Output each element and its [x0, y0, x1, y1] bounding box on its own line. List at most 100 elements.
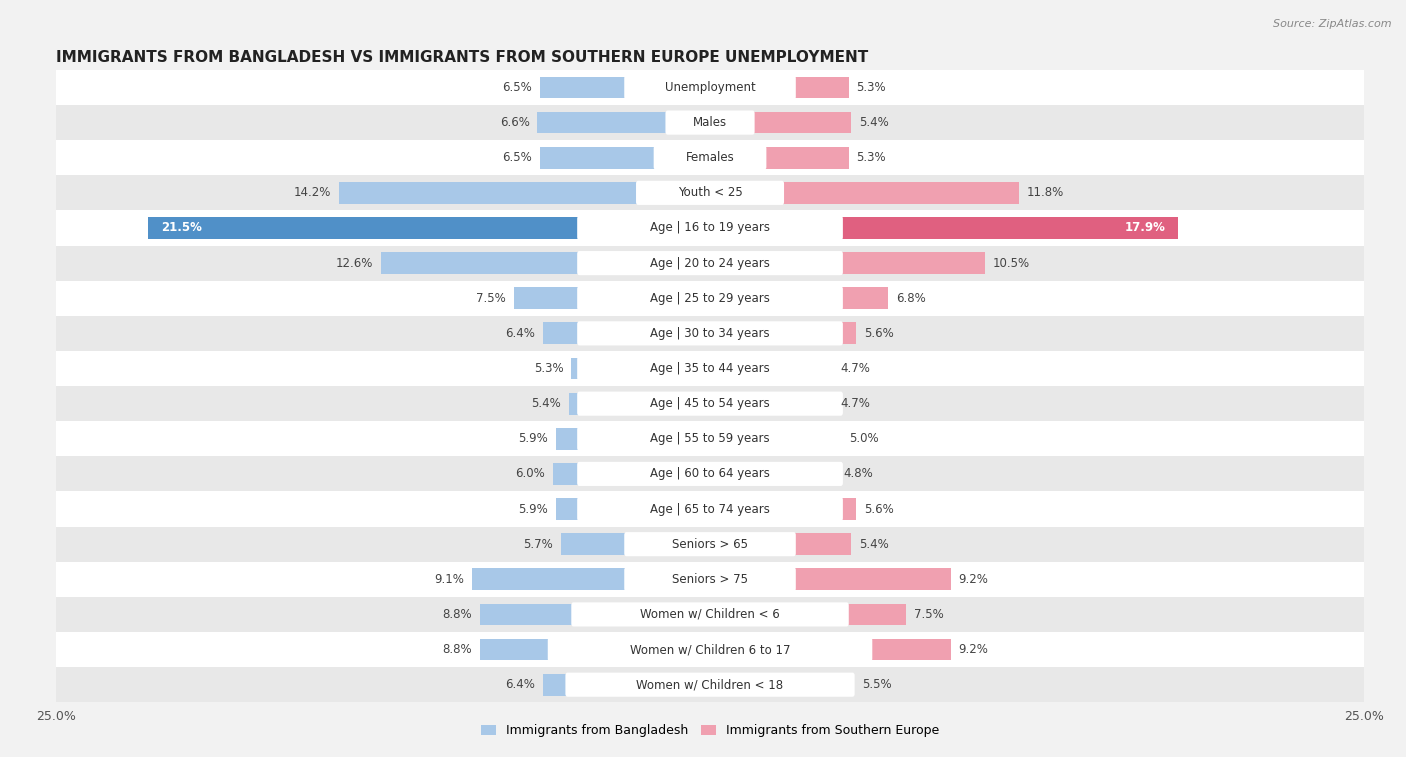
Text: Age | 25 to 29 years: Age | 25 to 29 years: [650, 291, 770, 305]
Bar: [571, 357, 710, 379]
Bar: [710, 182, 1018, 204]
Text: 5.9%: 5.9%: [519, 432, 548, 445]
Text: 5.9%: 5.9%: [519, 503, 548, 516]
Bar: [56, 527, 1364, 562]
Bar: [537, 112, 710, 133]
Bar: [56, 245, 1364, 281]
FancyBboxPatch shape: [548, 637, 872, 662]
Text: 4.8%: 4.8%: [844, 467, 873, 481]
Text: 6.6%: 6.6%: [499, 116, 530, 129]
Bar: [56, 562, 1364, 597]
Text: 8.8%: 8.8%: [443, 608, 472, 621]
FancyBboxPatch shape: [624, 567, 796, 591]
Text: 6.4%: 6.4%: [505, 327, 534, 340]
Text: 9.2%: 9.2%: [959, 643, 988, 656]
Text: 4.7%: 4.7%: [841, 362, 870, 375]
FancyBboxPatch shape: [624, 532, 796, 556]
Bar: [710, 569, 950, 590]
Bar: [710, 217, 1178, 239]
Bar: [56, 386, 1364, 421]
Text: 5.3%: 5.3%: [856, 151, 886, 164]
Text: Females: Females: [686, 151, 734, 164]
Text: Unemployment: Unemployment: [665, 81, 755, 94]
Bar: [479, 603, 710, 625]
Text: 7.5%: 7.5%: [914, 608, 943, 621]
Text: Age | 65 to 74 years: Age | 65 to 74 years: [650, 503, 770, 516]
Bar: [56, 210, 1364, 245]
Bar: [56, 491, 1364, 527]
Bar: [381, 252, 710, 274]
Bar: [710, 603, 905, 625]
Text: 5.7%: 5.7%: [523, 537, 553, 550]
Bar: [56, 667, 1364, 702]
Bar: [555, 498, 710, 520]
Text: 21.5%: 21.5%: [160, 222, 201, 235]
FancyBboxPatch shape: [665, 111, 755, 135]
Bar: [472, 569, 710, 590]
Text: 6.4%: 6.4%: [505, 678, 534, 691]
Bar: [710, 463, 835, 484]
Bar: [710, 428, 841, 450]
Text: Age | 45 to 54 years: Age | 45 to 54 years: [650, 397, 770, 410]
Bar: [479, 639, 710, 660]
Text: 5.0%: 5.0%: [849, 432, 879, 445]
FancyBboxPatch shape: [578, 216, 842, 240]
FancyBboxPatch shape: [578, 462, 842, 486]
FancyBboxPatch shape: [578, 497, 842, 521]
Bar: [540, 76, 710, 98]
Text: 6.5%: 6.5%: [502, 151, 533, 164]
Text: 7.5%: 7.5%: [477, 291, 506, 305]
Text: Males: Males: [693, 116, 727, 129]
Text: Women w/ Children < 18: Women w/ Children < 18: [637, 678, 783, 691]
Text: 10.5%: 10.5%: [993, 257, 1029, 269]
Bar: [710, 76, 849, 98]
Text: Women w/ Children 6 to 17: Women w/ Children 6 to 17: [630, 643, 790, 656]
Bar: [56, 421, 1364, 456]
Bar: [710, 639, 950, 660]
Bar: [56, 176, 1364, 210]
Text: Source: ZipAtlas.com: Source: ZipAtlas.com: [1274, 19, 1392, 29]
Bar: [561, 533, 710, 555]
Bar: [710, 393, 832, 415]
Bar: [515, 288, 710, 309]
Bar: [710, 322, 856, 344]
FancyBboxPatch shape: [636, 181, 785, 205]
Text: 14.2%: 14.2%: [294, 186, 330, 199]
Text: Women w/ Children < 6: Women w/ Children < 6: [640, 608, 780, 621]
FancyBboxPatch shape: [571, 603, 849, 627]
Bar: [56, 281, 1364, 316]
Text: Age | 60 to 64 years: Age | 60 to 64 years: [650, 467, 770, 481]
Bar: [148, 217, 710, 239]
Text: 11.8%: 11.8%: [1026, 186, 1064, 199]
FancyBboxPatch shape: [578, 286, 842, 310]
Text: 12.6%: 12.6%: [335, 257, 373, 269]
Text: 5.5%: 5.5%: [862, 678, 891, 691]
Bar: [540, 147, 710, 169]
FancyBboxPatch shape: [578, 427, 842, 451]
Bar: [56, 140, 1364, 176]
Bar: [56, 632, 1364, 667]
Text: Youth < 25: Youth < 25: [678, 186, 742, 199]
Text: 9.2%: 9.2%: [959, 573, 988, 586]
FancyBboxPatch shape: [578, 321, 842, 345]
Text: Age | 16 to 19 years: Age | 16 to 19 years: [650, 222, 770, 235]
FancyBboxPatch shape: [578, 391, 842, 416]
Text: 5.3%: 5.3%: [856, 81, 886, 94]
Text: 8.8%: 8.8%: [443, 643, 472, 656]
Text: 6.8%: 6.8%: [896, 291, 925, 305]
Bar: [710, 252, 984, 274]
Text: Age | 20 to 24 years: Age | 20 to 24 years: [650, 257, 770, 269]
Bar: [710, 498, 856, 520]
Bar: [553, 463, 710, 484]
Text: 6.0%: 6.0%: [516, 467, 546, 481]
Bar: [710, 533, 851, 555]
Text: IMMIGRANTS FROM BANGLADESH VS IMMIGRANTS FROM SOUTHERN EUROPE UNEMPLOYMENT: IMMIGRANTS FROM BANGLADESH VS IMMIGRANTS…: [56, 50, 869, 64]
Bar: [56, 351, 1364, 386]
Text: Age | 55 to 59 years: Age | 55 to 59 years: [650, 432, 770, 445]
Text: Seniors > 75: Seniors > 75: [672, 573, 748, 586]
Text: Age | 35 to 44 years: Age | 35 to 44 years: [650, 362, 770, 375]
Bar: [56, 597, 1364, 632]
Bar: [56, 316, 1364, 351]
Bar: [710, 674, 853, 696]
Text: 17.9%: 17.9%: [1125, 222, 1166, 235]
